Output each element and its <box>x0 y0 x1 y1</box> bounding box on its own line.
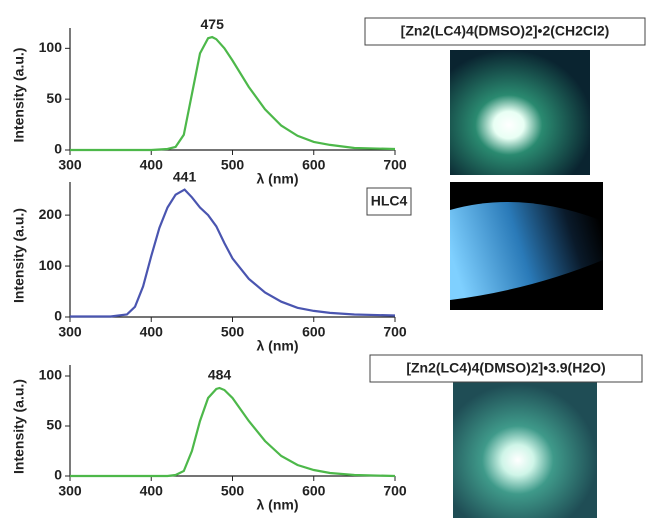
x-tick-label: 600 <box>302 324 326 340</box>
peak-label: 441 <box>173 168 197 184</box>
peak-label: 484 <box>208 367 232 383</box>
y-axis-label: Intensity (a.u.) <box>11 208 27 303</box>
label-box <box>369 354 643 383</box>
spectrum-line <box>70 35 396 152</box>
y-axis-label: Intensity (a.u.) <box>11 48 27 143</box>
x-tick-label: 300 <box>58 324 82 340</box>
sample-label: [Zn2(LC4)4(DMSO)2]•2(CH2Cl2) <box>401 23 610 39</box>
y-tick-label: 100 <box>39 257 63 273</box>
photo <box>453 380 597 518</box>
x-tick-label: 400 <box>140 483 164 499</box>
y-axis-label: Intensity (a.u.) <box>11 379 27 474</box>
x-tick-label: 700 <box>383 483 407 499</box>
photo-glow <box>450 202 603 300</box>
x-tick-label: 700 <box>383 324 407 340</box>
x-axis-label: λ (nm) <box>257 497 299 513</box>
x-tick-label: 300 <box>58 157 82 173</box>
y-tick-label: 50 <box>46 417 62 433</box>
spectrum-line <box>70 188 396 318</box>
x-tick-label: 400 <box>140 157 164 173</box>
x-tick-label: 500 <box>221 324 245 340</box>
label-box <box>364 17 646 46</box>
y-tick-label: 200 <box>39 206 63 222</box>
y-tick-label: 0 <box>54 308 62 324</box>
peak-label: 475 <box>201 16 225 32</box>
y-tick-label: 50 <box>46 90 62 106</box>
photo <box>450 50 590 175</box>
x-tick-label: 400 <box>140 324 164 340</box>
sample-label: HLC4 <box>371 193 408 209</box>
x-tick-label: 600 <box>302 157 326 173</box>
y-tick-label: 0 <box>54 141 62 157</box>
x-axis-label: λ (nm) <box>257 171 299 187</box>
y-tick-label: 100 <box>39 367 63 383</box>
y-tick-label: 100 <box>39 39 63 55</box>
x-tick-label: 500 <box>221 157 245 173</box>
x-tick-label: 300 <box>58 483 82 499</box>
sample-label: [Zn2(LC4)4(DMSO)2]•3.9(H2O) <box>406 360 605 376</box>
label-box <box>366 187 412 216</box>
x-axis-label: λ (nm) <box>257 338 299 354</box>
y-tick-label: 0 <box>54 467 62 483</box>
spectrum-line <box>70 386 396 478</box>
x-tick-label: 700 <box>383 157 407 173</box>
x-tick-label: 500 <box>221 483 245 499</box>
x-tick-label: 600 <box>302 483 326 499</box>
